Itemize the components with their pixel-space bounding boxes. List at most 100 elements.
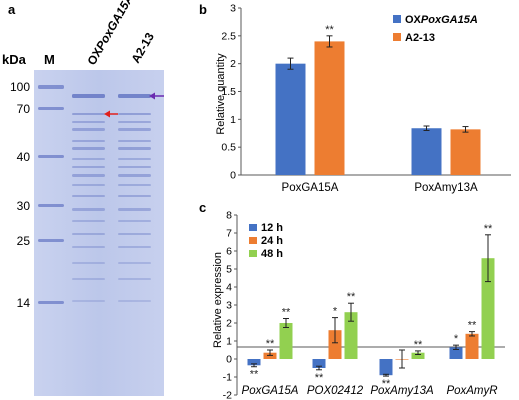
panel-letter-b: b — [199, 2, 207, 17]
gel-band — [72, 166, 105, 168]
y-tick-label: 1 — [226, 336, 232, 348]
gel-band — [118, 246, 151, 248]
category-label-poxamy13a: PoxAmy13A — [414, 182, 478, 194]
chart-b-y-ticks: 0 0.5 1 1.5 2 2.5 3 — [221, 3, 241, 182]
marker-band — [38, 204, 64, 207]
category-label-pox02412: POX02412 — [307, 385, 364, 397]
marker-band — [38, 301, 64, 304]
purple-arrow-icon — [149, 92, 164, 100]
bar-48-h-pox02412 — [344, 312, 358, 359]
y-tick-label: 2 — [230, 58, 236, 70]
gel-band — [118, 140, 151, 142]
kda-label: kDa — [2, 52, 27, 67]
gel-band — [118, 94, 151, 98]
bar-24-h-pox02412 — [328, 330, 342, 359]
gel-band — [118, 300, 151, 302]
gel-band — [72, 195, 105, 197]
chart-c-bars: *************** ***** — [247, 223, 495, 390]
bar-12-h-pox02412 — [312, 359, 326, 368]
gel-band — [72, 278, 105, 280]
gel-band — [118, 195, 151, 197]
gel-image — [34, 70, 164, 396]
gel-band — [118, 166, 151, 168]
chart-c-legend: 12 h 24 h 48 h — [249, 222, 283, 260]
gel-band — [118, 113, 151, 115]
chart-b-ylabel: Relative quantity — [215, 53, 227, 135]
gel-band — [118, 278, 151, 280]
significance-label: ** — [347, 291, 356, 303]
y-tick-label: 4 — [226, 282, 232, 294]
significance-label: ** — [468, 320, 477, 332]
significance-label: ** — [414, 339, 423, 351]
bar-48-h-poxamyr — [481, 258, 495, 359]
gel-band — [118, 147, 151, 150]
legend-c-label-48h: 48 h — [261, 248, 283, 260]
chart-c-ylabel: Relative expression — [212, 252, 224, 348]
marker-lane-label: M — [44, 52, 55, 67]
significance-label: ** — [382, 378, 391, 390]
y-tick-label: 0 — [230, 170, 236, 182]
y-tick-label: 2 — [226, 318, 232, 330]
marker-band — [38, 85, 64, 89]
category-label-poxga15a: PoxGA15A — [242, 385, 299, 397]
y-tick-label: 1 — [230, 114, 236, 126]
category-label-poxga15a: PoxGA15A — [282, 182, 339, 194]
panel-b: b Relative quantity 0 0.5 1 1.5 2 2.5 3 ** Pox… — [199, 2, 511, 194]
y-tick-label: 6 — [226, 246, 232, 258]
y-tick-label: 8 — [226, 210, 232, 222]
significance-label: * — [333, 306, 338, 318]
gel-band — [118, 158, 151, 160]
gel-band — [118, 128, 151, 131]
y-tick-label: -2 — [223, 390, 232, 400]
marker-band — [38, 107, 64, 110]
mw-label-70: 70 — [17, 102, 31, 116]
gel-band — [118, 174, 151, 177]
gel-band — [118, 208, 151, 211]
bar-24-h-poxamyr — [465, 333, 479, 359]
significance-label: ** — [282, 307, 291, 319]
y-tick-label: 3 — [230, 3, 236, 15]
chart-c-y-ticks: -2 -1 0 1 2 3 4 5 6 7 8 — [223, 210, 237, 400]
gel-band — [72, 300, 105, 302]
panel-a: a kDa M OXPoxGA15A A2-13 100 70 40 30 25… — [2, 0, 164, 396]
molecular-weight-labels: 100 70 40 30 25 14 — [10, 80, 30, 310]
legend-c-label-24h: 24 h — [261, 235, 283, 247]
y-tick-label: 2.5 — [221, 30, 236, 42]
y-tick-label: -1 — [223, 372, 232, 384]
bar-12-h-poxga15a — [247, 359, 261, 366]
gel-band — [72, 246, 105, 248]
gel-band — [72, 128, 105, 131]
gel-band — [118, 121, 151, 123]
y-tick-label: 7 — [226, 228, 232, 240]
y-tick-label: 0 — [226, 354, 232, 366]
bar-12-h-poxamyr — [449, 347, 463, 359]
y-tick-label: 5 — [226, 264, 232, 276]
gel-band — [118, 262, 151, 264]
legend-c-swatch-12h — [249, 224, 257, 231]
mw-label-14: 14 — [17, 296, 31, 310]
panel-letter-c: c — [199, 200, 206, 215]
gel-band — [118, 184, 151, 186]
mw-label-25: 25 — [17, 234, 31, 248]
mw-label-40: 40 — [17, 150, 31, 164]
gel-band — [72, 94, 105, 98]
bar-oxpoxga15a-poxga15a — [275, 63, 306, 175]
legend-b-swatch-oxpoxga15a — [393, 15, 401, 23]
gel-band — [72, 208, 105, 211]
lane-label-a2-13: A2-13 — [128, 30, 157, 66]
marker-bands — [38, 85, 64, 304]
gel-band — [72, 220, 105, 222]
significance-label: ** — [250, 369, 259, 381]
legend-c-label-12h: 12 h — [261, 222, 283, 234]
legend-b-label-oxpoxga15a: OXPoxGA15A — [405, 14, 478, 26]
gel-band — [72, 140, 105, 142]
gel-band — [72, 121, 105, 123]
legend-c-swatch-48h — [249, 250, 257, 257]
category-label-poxamyr: PoxAmyR — [446, 385, 497, 397]
gel-band — [72, 262, 105, 264]
panel-letter-a: a — [8, 2, 16, 17]
gel-band — [72, 233, 105, 235]
bar-12-h-poxamy13a — [379, 359, 393, 376]
